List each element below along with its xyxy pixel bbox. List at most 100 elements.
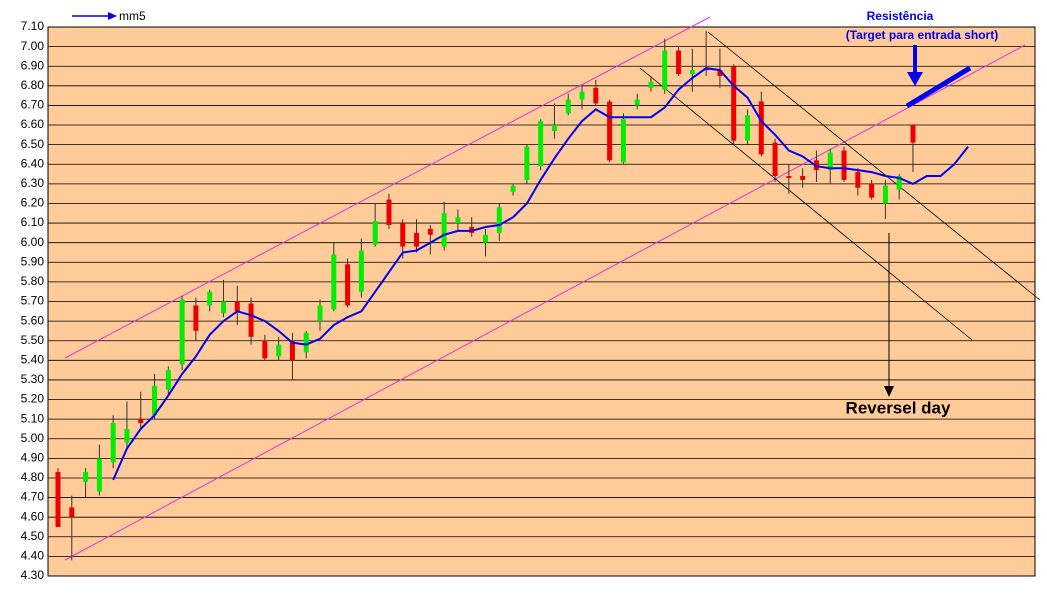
candle-body (648, 81, 654, 88)
candle-body (676, 50, 682, 75)
y-tick-label: 5.00 (21, 431, 45, 445)
candle-body (620, 119, 626, 163)
candle-body (179, 299, 185, 365)
channel-lower (64, 44, 1026, 561)
y-tick-label: 7.00 (21, 39, 45, 53)
candle-body (414, 232, 420, 247)
y-tick-label: 6.00 (21, 235, 45, 249)
down-trend-line (707, 31, 1041, 301)
candle-body (496, 207, 502, 233)
reversal-arrowhead (884, 386, 894, 397)
legend-arrow (108, 12, 117, 20)
y-tick-label: 5.40 (21, 352, 45, 366)
y-tick-label: 6.30 (21, 176, 45, 190)
candle-body (220, 301, 226, 314)
y-tick-label: 4.50 (21, 529, 45, 543)
candle-body (193, 305, 199, 331)
candle-body (69, 507, 75, 518)
candle-body (882, 185, 888, 204)
legend-label: mm5 (119, 9, 146, 23)
annotation: Resistência (867, 9, 934, 23)
trend-lines (64, 16, 1041, 561)
y-tick-label: 5.50 (21, 333, 45, 347)
candle-body (427, 228, 433, 235)
y-tick-label: 6.20 (21, 196, 45, 210)
candle-body (303, 332, 309, 353)
y-tick-label: 6.60 (21, 117, 45, 131)
candle-body (565, 99, 571, 114)
y-tick-label: 5.20 (21, 392, 45, 406)
candle-body (289, 340, 295, 361)
candle-body (331, 254, 337, 310)
candle-body (800, 176, 806, 180)
y-tick-label: 6.80 (21, 78, 45, 92)
candle-body (152, 385, 158, 416)
candle-body (345, 264, 351, 306)
candle-body (717, 70, 723, 77)
legend: mm5 (72, 9, 146, 23)
y-tick-label: 4.60 (21, 509, 45, 523)
candle-body (689, 70, 695, 75)
mm5-line (112, 67, 969, 481)
candle-body (386, 199, 392, 226)
down-trend-line (639, 67, 973, 341)
annotation: (Target para entrada short) (846, 28, 998, 42)
candle-body (358, 250, 364, 292)
y-tick-label: 6.70 (21, 98, 45, 112)
candle-body (138, 419, 144, 424)
candle-body (207, 291, 213, 306)
candle-body (841, 150, 847, 180)
candle-body (910, 125, 916, 143)
candle-body (165, 370, 171, 390)
candle-body (441, 213, 447, 247)
candle-body (662, 50, 668, 90)
candle-body (551, 125, 557, 131)
candle-body (455, 217, 461, 224)
candle-body (248, 303, 254, 337)
candle-body (579, 91, 585, 100)
candle-body (786, 176, 792, 178)
y-tick-label: 4.70 (21, 490, 45, 504)
y-tick-label: 5.30 (21, 372, 45, 386)
y-tick-label: 6.50 (21, 137, 45, 151)
candle-body (96, 458, 102, 492)
y-tick-label: 5.80 (21, 274, 45, 288)
y-tick-label: 4.90 (21, 451, 45, 465)
candle-body (55, 472, 61, 527)
y-tick-label: 5.10 (21, 411, 45, 425)
candle-body (593, 87, 599, 104)
candle-body (510, 185, 516, 192)
candle-body (234, 301, 240, 312)
candle-body (83, 472, 89, 482)
resistance-marker (905, 65, 972, 109)
annotation: Reversel day (846, 398, 951, 417)
candle-body (634, 99, 640, 106)
candle-body (731, 66, 737, 141)
candle-body (827, 152, 833, 171)
candle-body (482, 234, 488, 243)
candle-body (524, 146, 530, 180)
candle-body (262, 340, 268, 359)
y-tick-label: 6.90 (21, 58, 45, 72)
channel-upper (64, 16, 711, 359)
y-tick-label: 4.30 (21, 568, 45, 582)
candle-body (896, 176, 902, 190)
y-tick-label: 4.80 (21, 470, 45, 484)
candle-body (607, 101, 613, 161)
y-tick-label: 6.10 (21, 215, 45, 229)
y-tick-label: 5.60 (21, 313, 45, 327)
resistance-arrowhead (907, 72, 923, 86)
y-tick-label: 4.40 (21, 549, 45, 563)
y-tick-label: 6.40 (21, 156, 45, 170)
candle-body (745, 115, 750, 141)
y-tick-label: 7.10 (21, 19, 45, 33)
candle-body (110, 423, 116, 463)
candle-body (372, 221, 378, 245)
candle-body (772, 142, 778, 177)
candle-body (869, 183, 875, 198)
y-tick-label: 5.70 (21, 294, 45, 308)
candle-body (758, 101, 764, 155)
y-tick-label: 5.90 (21, 254, 45, 268)
candle-body (855, 172, 861, 188)
candle-body (124, 428, 130, 443)
